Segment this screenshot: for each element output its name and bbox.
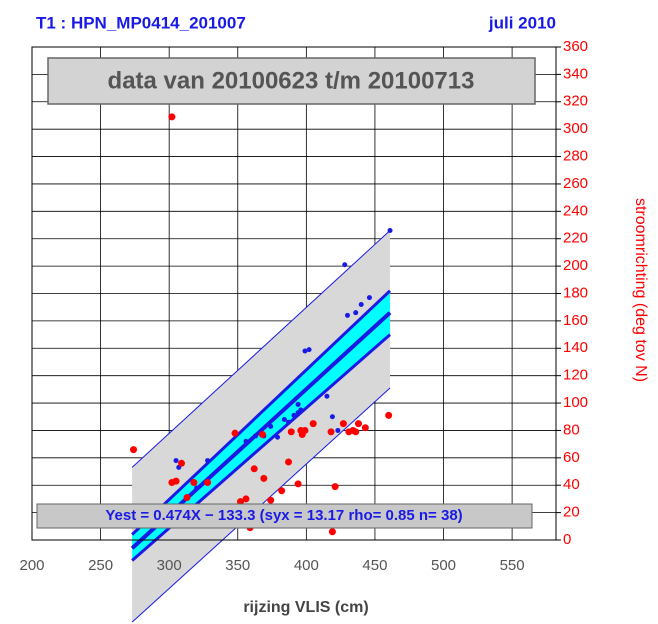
point (253, 433, 259, 439)
y2-tick-label: 200 (563, 257, 588, 274)
point (387, 228, 393, 234)
point (335, 427, 341, 433)
point (298, 407, 304, 413)
y2-tick-label: 360 (563, 38, 588, 55)
point (168, 113, 176, 121)
point (294, 480, 302, 488)
point (324, 393, 330, 399)
point (331, 483, 339, 491)
x-tick-label: 450 (362, 557, 387, 574)
point (268, 423, 274, 429)
point (237, 498, 245, 506)
x-tick-label: 300 (157, 557, 182, 574)
point (353, 310, 359, 316)
chart-title: T1 : HPN_MP0414_201007 (36, 13, 246, 32)
point (352, 428, 360, 436)
y2-tick-label: 40 (563, 476, 580, 493)
point (278, 487, 286, 495)
point (204, 478, 212, 486)
point (267, 496, 275, 504)
x-tick-label: 350 (225, 557, 250, 574)
point (309, 420, 317, 428)
x-tick-label: 500 (431, 557, 456, 574)
point (306, 347, 312, 353)
point (242, 495, 250, 503)
point (243, 438, 249, 444)
y2-tick-label: 280 (563, 148, 588, 165)
y2-tick-label: 180 (563, 284, 588, 301)
point (366, 295, 372, 301)
point (385, 411, 393, 419)
y2-tick-label: 260 (563, 175, 588, 192)
point (354, 420, 362, 428)
point (250, 465, 258, 473)
point (130, 446, 138, 454)
point (183, 494, 191, 502)
point (329, 414, 335, 420)
y2-tick-label: 140 (563, 339, 588, 356)
point (172, 477, 180, 485)
point (173, 458, 179, 464)
y2-tick-label: 120 (563, 367, 588, 384)
point (361, 424, 369, 432)
chart-subtitle: juli 2010 (488, 13, 556, 32)
point (286, 419, 292, 425)
point (358, 301, 364, 307)
point (231, 429, 239, 437)
y2-axis-label: stroomrichting (deg tov N) (632, 198, 649, 382)
y2-tick-label: 240 (563, 202, 588, 219)
point (275, 434, 281, 440)
y2-tick-label: 60 (563, 449, 580, 466)
confidence-band (132, 290, 391, 561)
point (285, 458, 293, 466)
annotation: Yest = 0.474X − 133.3 (syx = 13.17 rho= … (105, 507, 462, 524)
y2-tick-label: 320 (563, 93, 588, 110)
point (260, 474, 268, 482)
y2-tick-label: 220 (563, 230, 588, 247)
info-box (47, 57, 536, 105)
point (339, 420, 347, 428)
y2-tick-label: 100 (563, 394, 588, 411)
y2-tick-label: 340 (563, 65, 588, 82)
y2-tick-label: 80 (563, 421, 580, 438)
prediction-line (131, 230, 391, 468)
point (328, 528, 336, 536)
x-tick-label: 400 (294, 557, 319, 574)
point (205, 458, 211, 464)
x-tick-label: 550 (500, 557, 525, 574)
point (302, 348, 308, 354)
point (287, 428, 295, 436)
point (178, 459, 186, 467)
x-axis-label: rijzing VLIS (cm) (243, 599, 368, 616)
point (344, 312, 350, 318)
confidence-line (131, 289, 392, 536)
y2-tick-label: 300 (563, 120, 588, 137)
point (291, 412, 297, 418)
point (194, 485, 200, 491)
y2-tick-label: 0 (563, 531, 571, 548)
x-tick-label: 200 (19, 557, 44, 574)
point (295, 401, 301, 407)
point (281, 416, 287, 422)
x-tick-label: 250 (88, 557, 113, 574)
point (301, 426, 309, 434)
point (342, 262, 348, 268)
point (327, 428, 335, 436)
y2-tick-label: 20 (563, 504, 580, 521)
point (190, 478, 198, 486)
point (258, 431, 266, 439)
info-text: data van 20100623 t/m 20100713 (108, 67, 475, 94)
y2-tick-label: 160 (563, 312, 588, 329)
annotation-box (36, 503, 533, 529)
